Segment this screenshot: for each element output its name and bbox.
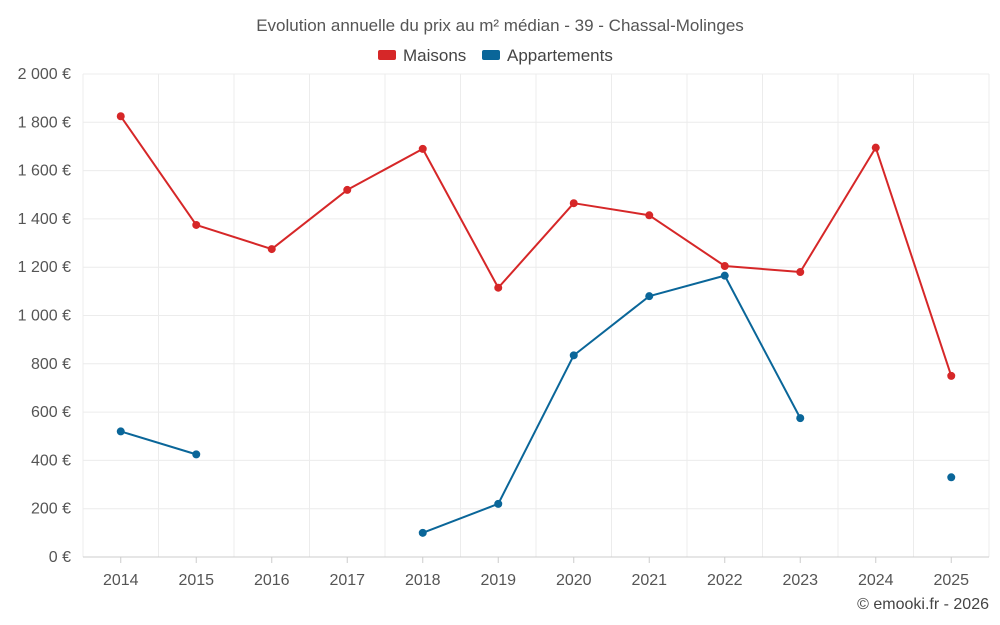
x-tick-label: 2018 bbox=[405, 572, 441, 589]
x-tick-label: 2017 bbox=[329, 572, 365, 589]
y-tick-label: 800 € bbox=[31, 356, 71, 373]
y-tick-label: 1 000 € bbox=[18, 308, 71, 325]
data-point-maisons-2018[interactable] bbox=[418, 144, 427, 153]
x-tick-label: 2022 bbox=[707, 572, 743, 589]
x-tick-label: 2014 bbox=[103, 572, 139, 589]
legend-swatch-maisons bbox=[378, 50, 396, 60]
data-point-maisons-2020[interactable] bbox=[569, 199, 578, 208]
x-tick-label: 2025 bbox=[933, 572, 969, 589]
data-point-maisons-2023[interactable] bbox=[796, 268, 805, 277]
y-tick-label: 400 € bbox=[31, 452, 71, 469]
data-point-maisons-2014[interactable] bbox=[116, 112, 125, 121]
data-point-maisons-2017[interactable] bbox=[343, 185, 352, 194]
x-tick-label: 2015 bbox=[178, 572, 214, 589]
legend-swatch-appartements bbox=[482, 50, 500, 60]
x-tick-label: 2019 bbox=[480, 572, 516, 589]
chart-title: Evolution annuelle du prix au m² médian … bbox=[256, 16, 744, 35]
x-tick-label: 2023 bbox=[782, 572, 818, 589]
y-tick-label: 1 600 € bbox=[18, 163, 71, 180]
series-maisons bbox=[116, 112, 956, 380]
data-point-maisons-2022[interactable] bbox=[720, 261, 729, 270]
legend-item-appartements[interactable]: Appartements bbox=[482, 46, 613, 65]
y-tick-label: 0 € bbox=[49, 549, 71, 566]
legend-label-appartements: Appartements bbox=[507, 46, 613, 65]
credit: © emooki.fr - 2026 bbox=[857, 596, 989, 613]
data-point-appartements-2015[interactable] bbox=[192, 450, 201, 459]
axes: 0 € 200 € 400 € 600 € 800 € 1 000 € 1 200 € 1 4… bbox=[18, 66, 989, 589]
data-point-maisons-2021[interactable] bbox=[645, 211, 654, 220]
legend-item-maisons[interactable]: Maisons bbox=[378, 46, 466, 65]
data-point-maisons-2019[interactable] bbox=[494, 283, 503, 292]
data-point-appartements-2019[interactable] bbox=[494, 499, 503, 508]
y-tick-label: 2 000 € bbox=[18, 66, 71, 83]
y-tick-label: 1 200 € bbox=[18, 259, 71, 276]
data-point-maisons-2015[interactable] bbox=[192, 220, 201, 229]
data-point-appartements-2022[interactable] bbox=[720, 271, 729, 280]
x-tick-label: 2016 bbox=[254, 572, 290, 589]
series-line-maisons bbox=[119, 115, 953, 377]
legend: Maisons Appartements bbox=[378, 46, 613, 65]
y-tick-label: 1 800 € bbox=[18, 114, 71, 131]
data-point-appartements-2020[interactable] bbox=[569, 351, 578, 360]
data-point-appartements-2018[interactable] bbox=[418, 528, 427, 537]
data-point-maisons-2025[interactable] bbox=[947, 371, 956, 380]
y-tick-label: 200 € bbox=[31, 501, 71, 518]
series-appartements bbox=[116, 271, 956, 537]
data-point-appartements-2021[interactable] bbox=[645, 292, 654, 301]
x-tick-label: 2024 bbox=[858, 572, 894, 589]
y-tick-label: 1 400 € bbox=[18, 211, 71, 228]
y-tick-label: 600 € bbox=[31, 404, 71, 421]
data-point-appartements-2025[interactable] bbox=[947, 473, 956, 482]
series bbox=[116, 112, 956, 537]
grid bbox=[82, 73, 990, 558]
data-point-maisons-2016[interactable] bbox=[267, 245, 276, 254]
data-point-appartements-2023[interactable] bbox=[796, 414, 805, 423]
legend-label-maisons: Maisons bbox=[403, 46, 466, 65]
data-point-maisons-2024[interactable] bbox=[871, 143, 880, 152]
x-tick-label: 2020 bbox=[556, 572, 592, 589]
x-tick-label: 2021 bbox=[631, 572, 667, 589]
data-point-appartements-2014[interactable] bbox=[116, 427, 125, 436]
